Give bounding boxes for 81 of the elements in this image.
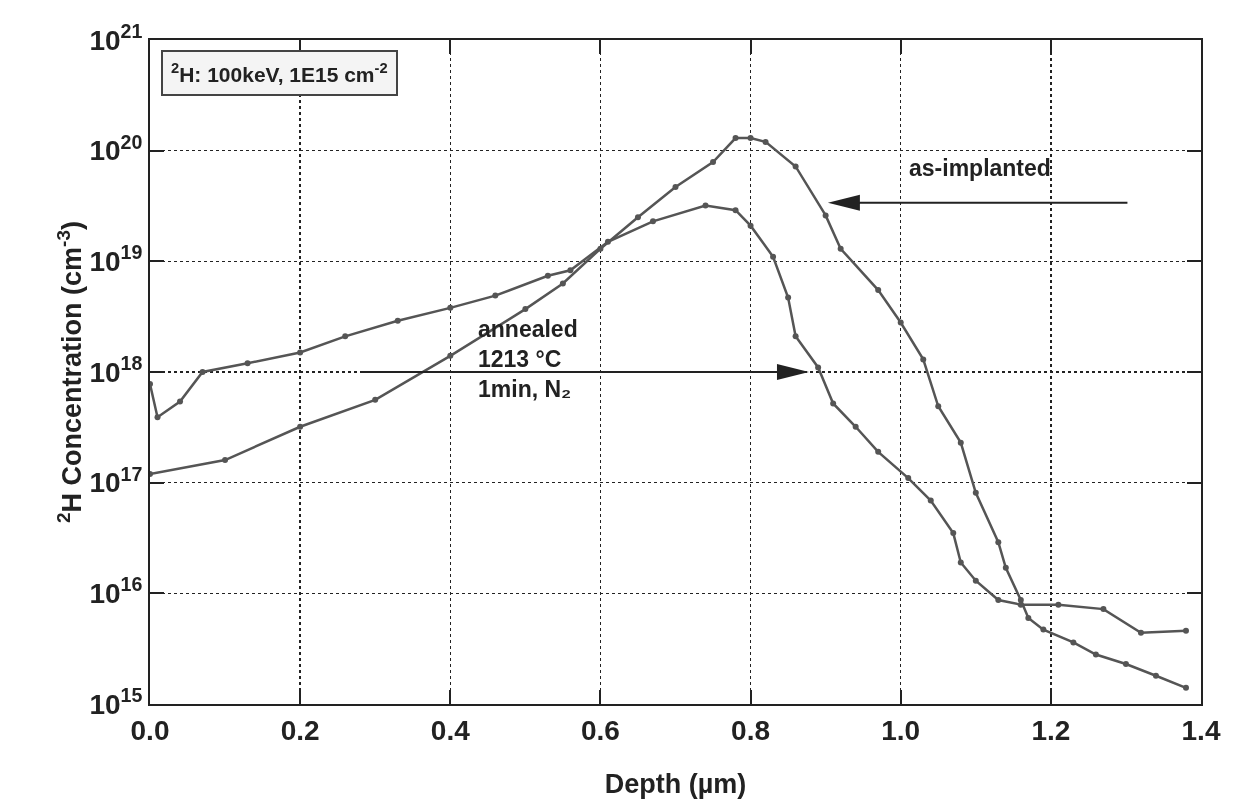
point [244,360,251,367]
point [995,539,1002,546]
point [815,364,822,371]
point [297,349,304,356]
point [394,317,401,324]
y-tick-label: 10$^{18}$ [89,352,143,388]
point [342,333,349,340]
point [1017,597,1024,604]
y-tick-label: 10$^{20}$ [89,130,143,167]
point [957,559,964,566]
point [732,135,739,142]
point [1152,672,1159,679]
point [634,214,641,221]
point [222,457,229,464]
point [747,135,754,142]
point [1055,601,1062,608]
x-tick-label: 0.4 [430,714,471,746]
point [604,238,611,245]
x-tick-label: 1.0 [881,714,921,746]
point [702,202,709,209]
x-axis-title: Depth (µm) [604,769,747,799]
point [447,304,454,311]
point [995,597,1002,604]
point [972,489,979,496]
point [672,183,679,190]
point [372,396,379,403]
point [927,497,934,504]
point [852,423,859,430]
x-tick-label: 0.2 [280,714,320,746]
point [1017,601,1024,608]
point [732,207,739,214]
point [154,414,161,421]
point [1137,629,1144,636]
point [177,398,184,405]
point [935,403,942,410]
point [920,356,927,363]
point [1002,564,1009,571]
x-tick-label: 1.2 [1031,714,1071,746]
point [905,475,912,482]
point [837,245,844,252]
point [770,253,777,260]
point [1122,660,1129,667]
point [1040,626,1047,633]
point [297,423,304,430]
point [875,287,882,294]
point [792,333,799,340]
point [559,280,566,287]
point [1100,606,1107,613]
point [822,212,829,219]
point [1182,627,1189,634]
point [972,577,979,584]
y-tick-label: 10$^{21}$ [89,20,143,56]
point [544,272,551,279]
point [522,306,529,313]
point [785,294,792,301]
annotation: $^{2}$H: 100keV, 1E15 cm$^{-2}$ [171,60,388,86]
point [957,439,964,446]
point [649,218,656,225]
y-tick-label: 10$^{19}$ [89,241,143,278]
annotation: as-implanted [909,155,1051,181]
y-tick-label: 10$^{17}$ [89,462,143,499]
point [897,319,904,326]
point [447,352,454,359]
point [492,292,499,299]
x-tick-label: 1.4 [1181,714,1221,746]
point [875,448,882,455]
point [1070,639,1077,646]
point [762,138,769,145]
point [567,267,574,274]
point [1025,614,1032,621]
point [710,159,717,165]
x-tick-label: 0.8 [731,714,771,746]
point [830,400,837,407]
y-tick-label: 10$^{16}$ [89,573,143,610]
point [950,530,957,537]
point [1182,684,1189,691]
point [1092,651,1099,658]
x-tick-label: 0.6 [580,714,620,746]
point [747,222,754,229]
point [792,163,799,170]
point [199,369,206,375]
